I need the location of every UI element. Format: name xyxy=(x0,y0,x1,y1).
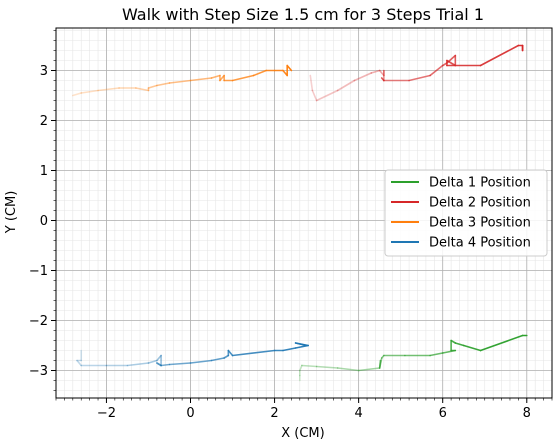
series-2-segment xyxy=(336,79,356,92)
y-tick-label: −1 xyxy=(29,264,48,279)
y-tick-label: 1 xyxy=(40,164,48,179)
x-tick-label: 0 xyxy=(186,406,194,421)
series-1 xyxy=(298,334,528,382)
series-4 xyxy=(76,342,310,367)
x-tick-label: −2 xyxy=(97,406,116,421)
series-1-segment xyxy=(336,367,360,372)
series-4-segment xyxy=(282,347,297,352)
y-tick-label: 3 xyxy=(40,64,48,79)
chart-title: Walk with Step Size 1.5 cm for 3 Steps T… xyxy=(122,5,484,24)
x-axis: −2 0 2 4 6 8 xyxy=(55,398,553,421)
series-4-segment xyxy=(156,362,162,367)
series-1-segment xyxy=(357,367,381,372)
series-3-segment xyxy=(135,87,150,92)
series-1-segment xyxy=(450,339,457,344)
series-4-segment xyxy=(231,349,276,357)
series-4-segment xyxy=(223,354,230,359)
y-axis-label: Y (CM) xyxy=(4,191,19,235)
series-4-segment xyxy=(168,362,192,366)
y-tick-label: −2 xyxy=(29,314,48,329)
series-1-segment xyxy=(301,364,318,368)
x-tick-label: 8 xyxy=(523,406,531,421)
legend-entry-label: Delta 3 Position xyxy=(429,216,531,231)
series-2-segment xyxy=(479,44,520,67)
series-3-segment xyxy=(286,64,293,72)
legend-entry-label: Delta 2 Position xyxy=(429,196,531,211)
series-1-segment xyxy=(429,352,444,357)
series-2-segment xyxy=(429,64,444,77)
series-1-segment xyxy=(454,342,465,347)
plot-frame xyxy=(55,27,553,399)
series-4-segment xyxy=(210,357,225,362)
x-tick-label: 6 xyxy=(439,406,447,421)
series-4-segment xyxy=(76,359,83,367)
series-4-segment xyxy=(227,349,234,357)
series-2-segment xyxy=(378,69,385,77)
legend-box xyxy=(384,169,548,257)
series-3-segment xyxy=(210,74,221,79)
series-3-segment xyxy=(168,79,192,84)
x-tick-label: 2 xyxy=(270,406,278,421)
series-4-segment xyxy=(160,363,171,367)
series-4-segment xyxy=(126,362,150,367)
series-1-segment xyxy=(462,344,482,352)
series-1-segment xyxy=(298,364,303,372)
series-4-segment xyxy=(156,354,162,362)
legend-entry-label: Delta 4 Position xyxy=(429,236,531,251)
y-tick-label: 2 xyxy=(40,114,48,129)
series-1-segment xyxy=(378,357,383,369)
series-1-segment xyxy=(315,365,339,369)
series-3-segment xyxy=(252,69,267,77)
series-layer xyxy=(72,44,528,382)
series-3-segment xyxy=(189,77,213,82)
x-axis-label: X (CM) xyxy=(281,426,324,441)
series-2-segment xyxy=(315,89,339,102)
series-2-segment xyxy=(311,89,318,102)
series-3 xyxy=(72,64,293,97)
y-axis: −3 −2 −1 0 1 2 3 xyxy=(29,30,56,391)
series-2-segment xyxy=(446,59,457,67)
x-tick-label: 4 xyxy=(355,406,363,421)
series-2-segment xyxy=(309,74,314,92)
series-4-segment xyxy=(147,359,158,364)
series-4-segment xyxy=(294,342,307,347)
y-tick-label: −3 xyxy=(29,364,48,379)
series-2-segment xyxy=(353,72,373,82)
legend: Delta 1 Position Delta 2 Position Delta 3 … xyxy=(384,169,548,257)
series-3-segment xyxy=(147,84,158,89)
series-2-segment xyxy=(408,74,431,82)
series-4-segment xyxy=(189,359,213,364)
series-1-segment xyxy=(479,334,524,352)
series-3-segment xyxy=(72,92,83,97)
series-2 xyxy=(309,44,524,102)
series-2-segment xyxy=(370,69,381,74)
series-3-segment xyxy=(97,87,120,92)
legend-entry-label: Delta 1 Position xyxy=(429,176,531,191)
series-3-segment xyxy=(156,82,171,87)
y-tick-label: 0 xyxy=(40,214,48,229)
series-3-segment xyxy=(231,74,255,82)
series-3-segment xyxy=(80,89,99,94)
